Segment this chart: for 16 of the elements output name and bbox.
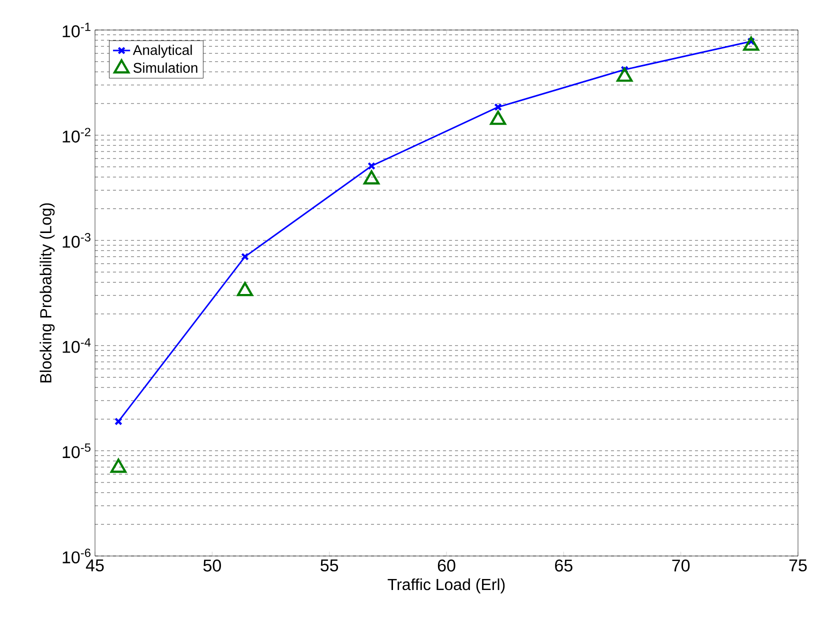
y-tick-label: 10$^{-5}$ (62, 443, 90, 458)
x-tick-label: 65 (555, 560, 572, 572)
legend-label: Analytical (132, 44, 192, 58)
x-tick-label: 75 (789, 560, 807, 572)
y-tick-label: 10$^{-4}$ (62, 338, 91, 353)
x-tick-label: 45 (86, 560, 104, 572)
y-tick-label: 10$^{-1}$ (62, 22, 90, 38)
x-axis-title: Traffic Load (Erl) (388, 578, 505, 594)
x-tick-label: 70 (672, 560, 690, 572)
x-tick-label: 60 (438, 560, 456, 572)
legend-label: Simulation (133, 62, 198, 73)
y-tick-label: 10$^{-2}$ (62, 128, 90, 143)
x-tick-label: 50 (203, 560, 221, 572)
x-tick-label: 55 (320, 560, 338, 572)
y-axis-title: Blocking Probability (Log) (40, 203, 55, 382)
y-tick-label: 10$^{-3}$ (62, 233, 90, 248)
